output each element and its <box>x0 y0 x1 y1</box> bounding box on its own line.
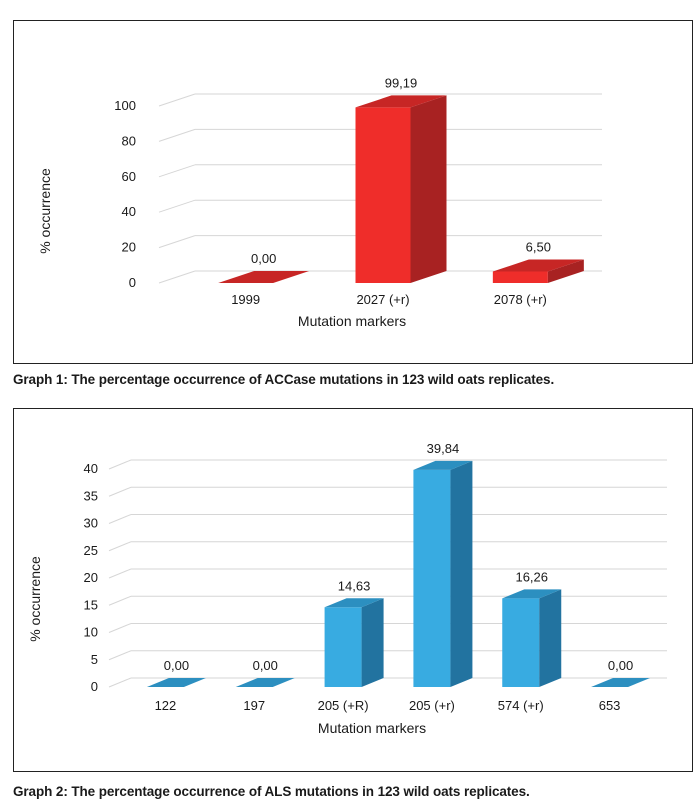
accase-bar-front <box>492 271 548 283</box>
als-y-tick-label: 0 <box>91 679 98 694</box>
als-y-axis-title: % occurrence <box>27 556 43 642</box>
accase-bar-3 <box>492 259 584 283</box>
als-grid-diag <box>108 677 132 688</box>
als-y-tick-label: 10 <box>84 625 98 640</box>
als-bar-top <box>324 598 384 608</box>
accase-grid-diag <box>158 235 196 249</box>
als-grid-diag <box>108 459 132 470</box>
accase-y-tick-label: 20 <box>122 240 136 255</box>
accase-chart-frame: 0 20 40 60 80 100 0,00 1999 99,19 2027 (+r) 6,50 20… <box>13 20 693 364</box>
als-bar-2 <box>235 678 295 687</box>
accase-y-tick-label: 80 <box>122 133 136 148</box>
als-bar-side <box>450 460 473 687</box>
als-bar-6 <box>591 678 651 687</box>
accase-bar-top <box>218 271 310 283</box>
accase-bar-side <box>547 259 584 283</box>
als-x-tick-label: 205 (+R) <box>318 698 369 713</box>
als-bar-front <box>502 598 540 687</box>
als-bar-side <box>539 589 562 687</box>
accase-bar-2 <box>355 95 447 283</box>
als-grid-diag <box>108 650 132 661</box>
als-bar-front <box>413 469 451 687</box>
als-bar-1 <box>146 678 206 687</box>
als-x-tick-label: 574 (+r) <box>498 698 544 713</box>
als-grid-diag <box>108 486 132 497</box>
accase-chart-caption: Graph 1: The percentage occurrence of AC… <box>13 372 555 387</box>
als-bar-3 <box>324 598 384 687</box>
accase-y-tick-label: 0 <box>129 275 136 290</box>
accase-x-axis-title: Mutation markers <box>298 313 406 329</box>
accase-bar-side <box>410 95 447 283</box>
als-bar-top <box>235 678 295 687</box>
als-x-axis-title: Mutation markers <box>318 720 426 736</box>
accase-bar-top <box>492 259 584 272</box>
als-x-tick-label: 122 <box>155 698 177 713</box>
als-y-tick-label: 35 <box>84 488 98 503</box>
als-data-label: 0,00 <box>164 658 189 673</box>
als-y-tick-label: 20 <box>84 570 98 585</box>
accase-y-tick-label: 40 <box>122 204 136 219</box>
als-data-label: 16,26 <box>515 569 548 584</box>
accase-bar-top <box>355 95 447 108</box>
als-bar-5 <box>502 589 562 687</box>
accase-x-tick-label: 2078 (+r) <box>494 292 547 307</box>
accase-bar-front <box>355 107 411 283</box>
als-data-label: 39,84 <box>427 441 460 456</box>
als-bar-front <box>324 607 362 687</box>
als-bar-top <box>146 678 206 687</box>
accase-grid-diag <box>158 270 196 284</box>
als-bar-side <box>361 598 384 687</box>
accase-data-label: 6,50 <box>526 239 551 254</box>
accase-x-tick-label: 2027 (+r) <box>356 292 409 307</box>
accase-grid-diag <box>158 199 196 213</box>
als-y-tick-label: 30 <box>84 516 98 531</box>
accase-grid-diag <box>158 164 196 178</box>
als-y-tick-label: 5 <box>91 652 98 667</box>
accase-y-axis-title: % occurrence <box>37 168 53 254</box>
accase-y-tick-label: 100 <box>114 98 136 113</box>
als-bar-top <box>413 460 473 470</box>
accase-data-label: 99,19 <box>385 75 418 90</box>
als-chart-frame: 0 5 10 15 20 25 30 35 40 0,00 122 0,00 197 14,63 205 (… <box>13 408 693 772</box>
als-x-tick-label: 653 <box>599 698 621 713</box>
als-y-tick-label: 15 <box>84 597 98 612</box>
als-grid-diag <box>108 568 132 579</box>
als-grid-diag <box>108 623 132 633</box>
als-y-tick-label: 25 <box>84 543 98 558</box>
accase-x-tick-label: 1999 <box>231 292 260 307</box>
als-grid-diag <box>108 541 132 552</box>
als-bar-top <box>591 678 651 687</box>
als-data-label: 14,63 <box>338 578 371 593</box>
als-x-tick-label: 205 (+r) <box>409 698 455 713</box>
als-x-tick-label: 197 <box>243 698 265 713</box>
accase-grid-diag <box>158 93 196 107</box>
als-y-tick-label: 40 <box>84 461 98 476</box>
accase-bar-1 <box>218 271 310 283</box>
accase-data-label: 0,00 <box>251 251 276 266</box>
accase-chart: 0 20 40 60 80 100 0,00 1999 99,19 2027 (+r) 6,50 20… <box>37 75 602 329</box>
als-data-label: 0,00 <box>253 658 278 673</box>
als-grid-diag <box>108 514 132 524</box>
als-bar-top <box>502 589 562 599</box>
als-chart: 0 5 10 15 20 25 30 35 40 0,00 122 0,00 197 14,63 205 (… <box>27 441 667 736</box>
accase-y-tick-label: 60 <box>122 169 136 184</box>
als-chart-caption: Graph 2: The percentage occurrence of AL… <box>13 784 530 799</box>
accase-grid-diag <box>158 128 196 142</box>
als-data-label: 0,00 <box>608 658 633 673</box>
als-grid-diag <box>108 595 132 606</box>
als-bar-4 <box>413 460 473 687</box>
